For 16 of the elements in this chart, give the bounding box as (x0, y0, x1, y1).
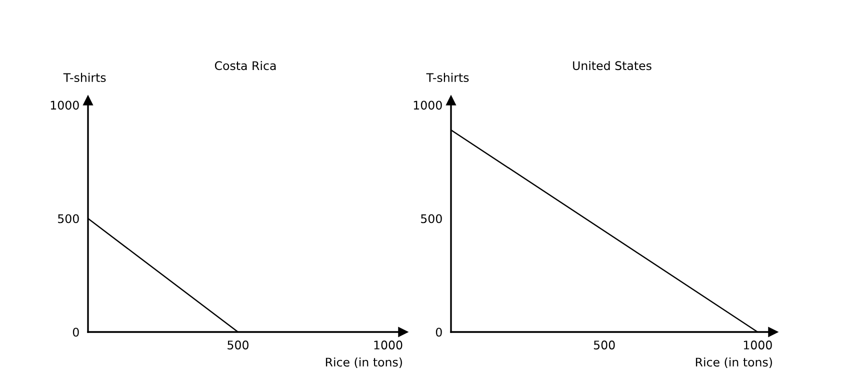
x-tick-label: 500 (594, 340, 615, 350)
y-tick-label: 1000 (50, 100, 79, 110)
y-tick-label: 0 (436, 328, 442, 337)
y-tick-label: 500 (421, 214, 442, 224)
chart-title: Costa Rica (214, 60, 276, 70)
x-axis-title: Rice (in tons) (326, 357, 402, 368)
y-axis-title: T-shirts (426, 72, 469, 82)
y-tick-label: 1000 (414, 100, 442, 110)
x-axis-title: Rice (in tons) (696, 357, 772, 368)
x-tick-label: 1000 (744, 340, 772, 350)
x-tick-label: 500 (228, 340, 248, 350)
x-tick-label: 1000 (374, 340, 402, 350)
y-tick-label: 500 (58, 214, 79, 224)
y-axis-title: T-shirts (63, 72, 106, 82)
y-tick-label: 0 (72, 328, 79, 337)
chart-title: United States (573, 60, 652, 70)
